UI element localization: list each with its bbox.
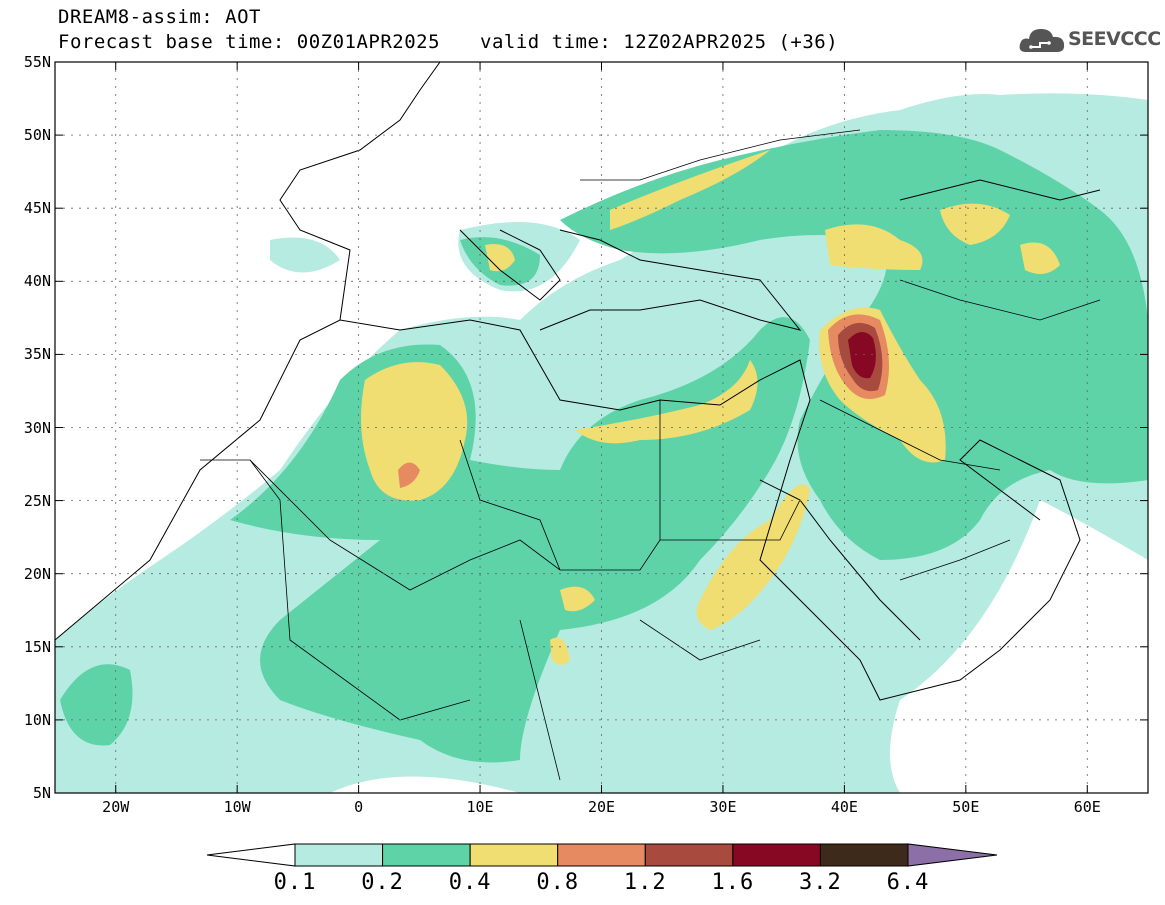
colorbar-label: 1.6 [711,870,755,895]
colorbar-over-arrow [907,843,998,867]
colorbar-box [469,843,559,867]
colorbar-box [557,843,646,867]
lat-label: 45N [23,199,51,218]
lat-label: 10N [23,710,51,729]
colorbar [206,843,998,867]
lon-label: 20E [587,798,616,816]
colorbar-under-arrow [206,843,296,867]
axis-ticks [55,61,1148,794]
lon-label: 30E [709,798,737,816]
lat-label: 15N [23,637,51,656]
colorbar-box [294,843,384,867]
gridlines [55,62,1148,793]
colorbar-box [732,843,821,867]
lat-label: 25N [23,491,51,510]
lat-label: 55N [23,53,51,71]
forecast-base-time: Forecast base time: 00Z01APR2025 [58,31,441,53]
lat-label: 30N [23,418,51,437]
colorbar-label: 1.2 [623,870,667,895]
colorbar-label: 0.8 [536,870,580,895]
lat-label: 20N [23,564,51,583]
seevccc-logo: SEEVCCC [1018,24,1161,56]
valid-time: valid time: 12Z02APR2025 (+36) [480,31,839,53]
lon-label: 0 [354,798,364,816]
lon-label: 10W [223,798,251,816]
lon-label: 40E [830,798,858,816]
colorbar-label: 3.2 [799,870,842,895]
lon-label: 10E [466,798,494,816]
colorbar-label: 0.2 [361,870,404,895]
lon-label: 50E [952,798,980,816]
colorbar-box [644,843,734,867]
country-borders [200,129,1101,781]
colorbar-label: 0.4 [448,870,492,895]
lat-label: 5N [32,784,51,802]
colorbar-label: 0.1 [273,870,317,895]
colorbar-box [382,843,471,867]
map-title: DREAM8-assim: AOT [58,6,261,28]
lat-label: 40N [23,272,51,291]
lat-label: 50N [23,126,51,145]
lat-label: 35N [23,345,51,364]
logo-text: SEEVCCC [1068,28,1161,50]
lon-label: 60E [1073,798,1101,816]
coastlines [55,62,1101,701]
colorbar-box [819,843,909,867]
colorbar-label: 6.4 [886,870,930,895]
cloud-icon [1019,29,1065,52]
aot-field-level6 [848,331,876,379]
lon-label: 20W [102,798,130,816]
